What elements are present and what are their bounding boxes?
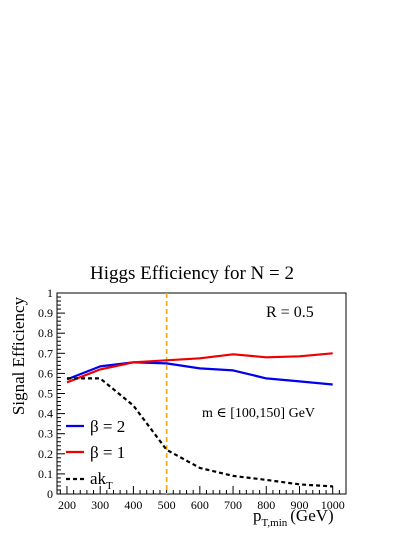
- x-tick-label: 300: [91, 498, 109, 512]
- series-line-beta2: [66, 361, 333, 386]
- x-tick-label: 500: [158, 498, 176, 512]
- legend-label-akt-sub: T: [106, 480, 113, 492]
- x-tick-label: 200: [58, 498, 76, 512]
- x-tick-label: 900: [290, 498, 308, 512]
- y-tick-label: 0.4: [38, 407, 53, 421]
- y-tick-label: 0: [47, 487, 53, 501]
- x-axis-label-main: p: [253, 506, 262, 525]
- radius-annotation: R = 0.5: [266, 304, 314, 321]
- legend-label-beta2: β = 2: [90, 417, 125, 436]
- series-line-akt: [67, 377, 333, 488]
- x-tick-label: 400: [124, 498, 142, 512]
- y-tick-label: 1: [47, 286, 53, 300]
- x-tick-label: 800: [257, 498, 275, 512]
- x-tick-label: 1000: [321, 498, 345, 512]
- legend-label-beta1: β = 1: [90, 443, 125, 462]
- chart-title: Higgs Efficiency for N = 2: [90, 263, 294, 284]
- x-axis-label: pT,min (GeV): [253, 506, 334, 529]
- x-axis-label-unit: (GeV): [290, 506, 333, 525]
- legend-label-akt-main: ak: [90, 469, 107, 488]
- axis-ticks: [57, 292, 347, 495]
- plot-frame: [56, 292, 347, 495]
- x-axis-label-sub: T,min: [262, 517, 288, 529]
- legend-label-akt: akT: [90, 469, 113, 492]
- y-tick-label: 0.1: [38, 467, 53, 481]
- y-tick-label: 0.7: [38, 346, 53, 360]
- x-tick-label: 700: [224, 498, 242, 512]
- y-axis-label: Signal Efficiency: [9, 296, 28, 415]
- axis-tick-labels: 0 0.1 0.2 0.3 0.4 0.5 0.6 0.7 0.8 0.9 1 200 300 400 50…: [38, 286, 345, 512]
- y-tick-label: 0.8: [38, 326, 53, 340]
- mass-window-annotation: m ∈ [100,150] GeV: [202, 406, 315, 421]
- y-tick-label: 0.5: [38, 387, 53, 401]
- y-tick-label: 0.6: [38, 366, 53, 380]
- series-line-beta1: [66, 352, 333, 384]
- series-group: [66, 352, 333, 488]
- y-tick-label: 0.2: [38, 447, 53, 461]
- legend: β = 2 β = 1 akT: [66, 417, 125, 492]
- y-tick-label: 0.3: [38, 427, 53, 441]
- y-tick-label: 0.9: [38, 306, 53, 320]
- x-tick-label: 600: [191, 498, 209, 512]
